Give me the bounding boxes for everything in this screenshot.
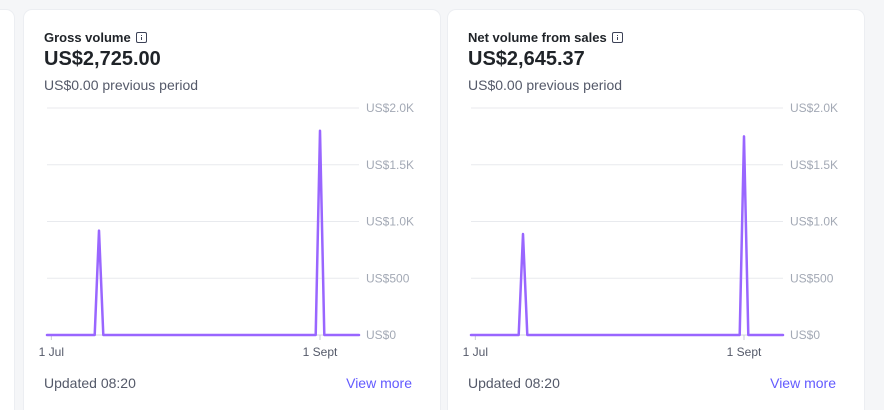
card-value: US$2,725.00 bbox=[44, 48, 161, 70]
net-volume-card: Net volume from sales US$2,645.37 US$0.0… bbox=[448, 10, 864, 410]
updated-time: Updated 08:20 bbox=[44, 375, 136, 391]
y-tick-label: US$0 bbox=[366, 328, 396, 342]
y-tick-label: US$1.0K bbox=[366, 215, 414, 229]
view-more-link[interactable]: View more bbox=[770, 375, 836, 391]
series-line bbox=[469, 135, 785, 337]
previous-period-text: US$0.00 previous period bbox=[44, 77, 199, 93]
x-tick-label: 1 Jul bbox=[463, 345, 488, 359]
x-tick-label: 1 Sept bbox=[303, 345, 338, 359]
y-tick-label: US$2.0K bbox=[790, 101, 838, 115]
gross-volume-card: Gross volume US$2,725.00 US$0.00 previou… bbox=[24, 10, 440, 410]
card-title: Gross volume bbox=[44, 30, 147, 45]
y-tick-label: US$0 bbox=[790, 328, 820, 342]
card-value: US$2,645.37 bbox=[468, 48, 585, 70]
previous-period-text: US$0.00 previous period bbox=[468, 77, 623, 93]
y-tick-label: US$2.0K bbox=[366, 101, 414, 115]
previous-card-edge bbox=[0, 10, 14, 410]
y-tick-label: US$500 bbox=[366, 271, 410, 285]
x-tick-label: 1 Sept bbox=[727, 345, 762, 359]
info-icon[interactable] bbox=[611, 32, 623, 43]
gross-volume-chart: US$0 US$500 US$1.0K US$1.5K US$2.0K 1 Jul 1 Se… bbox=[39, 101, 414, 359]
updated-time: Updated 08:20 bbox=[468, 375, 560, 391]
series-line bbox=[45, 129, 361, 337]
view-more-link[interactable]: View more bbox=[346, 375, 412, 391]
y-tick-label: US$1.0K bbox=[790, 215, 838, 229]
x-tick-label: 1 Jul bbox=[39, 345, 64, 359]
y-tick-label: US$1.5K bbox=[366, 158, 414, 172]
net-volume-chart: US$0 US$500 US$1.0K US$1.5K US$2.0K 1 Jul 1 Se… bbox=[463, 101, 838, 359]
y-tick-label: US$500 bbox=[790, 271, 834, 285]
card-title-text: Gross volume bbox=[44, 30, 131, 45]
card-title-text: Net volume from sales bbox=[468, 30, 607, 45]
info-icon[interactable] bbox=[135, 32, 147, 43]
y-tick-label: US$1.5K bbox=[790, 158, 838, 172]
card-title: Net volume from sales bbox=[468, 30, 623, 45]
